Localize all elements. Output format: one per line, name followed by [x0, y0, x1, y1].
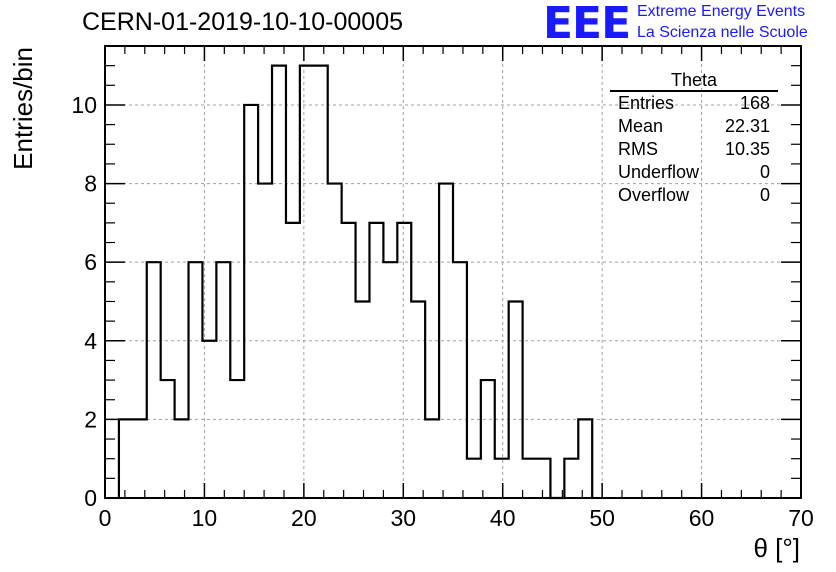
stats-row-overflow: Overflow 0 [610, 184, 778, 207]
y-tick-label: 0 [84, 485, 97, 511]
y-tick-label: 10 [71, 92, 97, 118]
histogram-bin [119, 419, 133, 498]
tick-labels: 0 10 20 30 40 50 60 70 0 2 4 6 8 10 [71, 92, 813, 531]
x-tick-label: 50 [589, 505, 615, 531]
stats-title: Theta [610, 70, 778, 92]
stats-value: 0 [759, 162, 770, 182]
histogram-bin [300, 66, 314, 498]
histogram-bin [411, 301, 425, 498]
x-tick-label: 10 [192, 505, 218, 531]
histogram-bin [397, 223, 411, 498]
x-tick-label: 40 [490, 505, 516, 531]
histogram-bin [453, 262, 467, 498]
y-tick-label: 6 [84, 249, 97, 275]
histogram-series [117, 64, 594, 500]
stats-box: Theta Entries 168 Mean 22.31 RMS 10.35 U… [610, 70, 778, 207]
logo-line-1: Extreme Energy Events [637, 3, 806, 20]
eee-logo: EEE [543, 0, 631, 49]
y-tick-label: 2 [84, 406, 97, 432]
histogram-bin [314, 66, 328, 498]
histogram-bin [342, 223, 356, 498]
stats-value: 0 [759, 185, 770, 205]
x-tick-label: 20 [291, 505, 317, 531]
histogram-bin [564, 459, 578, 498]
histogram-bin [537, 459, 551, 498]
histogram-bin [425, 419, 439, 498]
stats-value: 22.31 [724, 116, 770, 136]
histogram-bin [383, 262, 397, 498]
stats-label: Entries [618, 93, 675, 113]
stats-label: RMS [618, 139, 658, 159]
stats-label: Mean [618, 116, 664, 136]
histogram-bin [369, 223, 383, 498]
stats-value: 10.35 [724, 139, 770, 159]
stats-label: Overflow [618, 185, 690, 205]
histogram-bin [189, 262, 203, 498]
x-axis-label: θ [°] [753, 533, 800, 563]
histogram-bin [356, 301, 370, 498]
stats-row-underflow: Underflow 0 [610, 161, 778, 184]
y-tick-label: 4 [84, 328, 97, 354]
histogram-bin [578, 419, 592, 498]
run-title: CERN-01-2019-10-10-00005 [82, 8, 404, 36]
stats-value: 168 [739, 93, 770, 113]
x-tick-label: 60 [689, 505, 715, 531]
x-tick-label: 30 [390, 505, 416, 531]
stats-label: Underflow [618, 162, 700, 182]
stats-row-rms: RMS 10.35 [610, 138, 778, 161]
y-tick-label: 8 [84, 171, 97, 197]
histogram-bin [133, 419, 147, 498]
histogram-bin [244, 105, 258, 498]
histogram-bin [216, 262, 230, 498]
histogram-bin [286, 223, 300, 498]
axis-ticks [104, 46, 802, 499]
y-axis-label: Entries/bin [8, 47, 38, 170]
histogram-bin [467, 459, 481, 498]
histogram-bin [161, 380, 175, 498]
histogram-bin [481, 380, 495, 498]
stats-row-mean: Mean 22.31 [610, 115, 778, 138]
histogram-outline [117, 64, 594, 500]
histogram-bin [230, 380, 244, 498]
histogram-bin [175, 419, 189, 498]
histogram-bin [523, 459, 537, 498]
plot-frame [104, 45, 802, 499]
logo-line-2: La Scienza nelle Scuole [637, 24, 808, 41]
x-tick-label: 0 [99, 505, 112, 531]
histogram-bin [272, 66, 286, 498]
histogram-bin [509, 301, 523, 498]
histogram-bin [495, 459, 509, 498]
x-tick-label: 70 [788, 505, 814, 531]
histogram-bin [147, 262, 161, 498]
stats-row-entries: Entries 168 [610, 92, 778, 115]
